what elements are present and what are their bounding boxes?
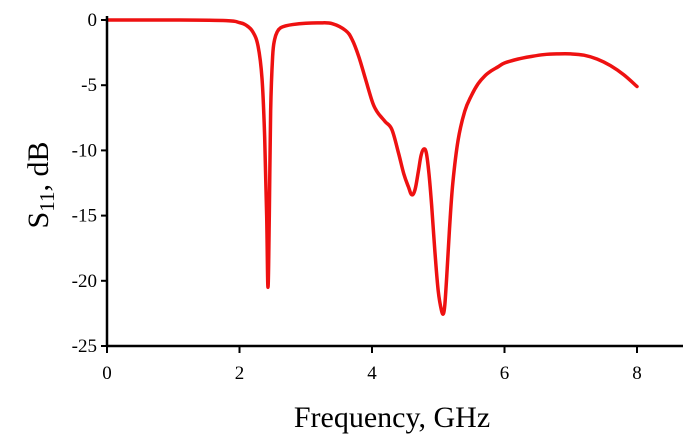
y-tick-label: -25 — [72, 336, 97, 357]
y-axis-title-main: S — [22, 212, 55, 229]
y-tick-label: -20 — [72, 271, 97, 292]
x-tick-label: 4 — [367, 363, 377, 384]
plot-area — [105, 18, 639, 316]
y-tick-label: -5 — [81, 75, 97, 96]
y-ticks: 0 -5 -10 -15 -20 -25 — [72, 10, 107, 357]
y-axis-title-subscript: 11 — [35, 192, 59, 212]
y-tick-label: -15 — [72, 206, 97, 227]
x-tick-label: 2 — [235, 363, 245, 384]
y-tick-label: -10 — [72, 140, 97, 161]
y-tick-label: 0 — [88, 10, 98, 31]
x-tick-label: 8 — [632, 363, 642, 384]
x-ticks: 0 2 4 6 8 — [102, 346, 642, 384]
s11-series-line — [105, 18, 639, 316]
axes — [105, 16, 683, 348]
x-tick-label: 6 — [500, 363, 510, 384]
x-axis-title: Frequency, GHz — [294, 401, 490, 434]
y-axis-title: S11, dB — [22, 142, 59, 229]
y-axis-title-rest: , dB — [22, 142, 55, 192]
x-tick-label: 0 — [102, 363, 112, 384]
